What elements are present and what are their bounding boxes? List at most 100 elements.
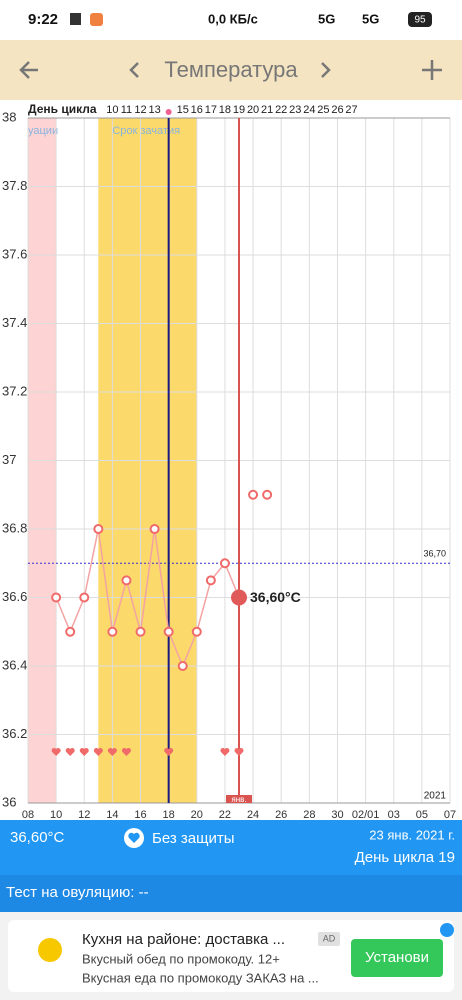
heart (107, 748, 117, 756)
temperature-point (219, 558, 230, 569)
cycle-row-label: День цикла (28, 102, 97, 116)
signal-label: 5G (318, 11, 335, 26)
header (0, 40, 462, 100)
year-label: 2021 (424, 791, 447, 802)
temperature-point (121, 575, 132, 586)
x-tick-label: 16 (134, 809, 146, 821)
x-tick-label: 10 (50, 809, 62, 821)
cycle-day: 12 (134, 104, 146, 116)
cycle-day: 21 (261, 104, 273, 116)
summary-cycle-day: День цикла 19 (355, 849, 455, 866)
cycle-day: 13 (148, 104, 160, 116)
x-tick-label: 18 (163, 809, 175, 821)
ovulation-dot (165, 109, 172, 115)
x-tick-label: 28 (303, 809, 315, 821)
heart (65, 748, 75, 756)
ad-badge-text: AD (323, 933, 336, 943)
x-tick-label: 07 (444, 809, 456, 821)
summary-date: 23 янв. 2021 г. (369, 827, 455, 842)
temperature-point (149, 524, 160, 534)
band-label: Срок зачатия (112, 125, 180, 137)
heart (79, 748, 89, 756)
heart-icon (128, 832, 140, 843)
ad-info[interactable] (440, 923, 454, 937)
x-tick-label: 26 (275, 809, 287, 821)
y-tick-label: 37 (2, 452, 16, 467)
temperature-point (262, 489, 273, 500)
y-tick-label: 37.8 (2, 178, 27, 193)
x-tick-label: 05 (416, 809, 428, 821)
x-tick-label: 22 (219, 809, 231, 821)
temperature-line (55, 528, 240, 668)
selected-point (231, 589, 247, 606)
ad-title: Кухня на районе: доставка ... (82, 931, 285, 948)
back-button[interactable] (19, 61, 38, 79)
cycle-day: 11 (121, 104, 132, 116)
summary-temperature: 36,60°C (10, 829, 65, 846)
battery (408, 12, 432, 27)
heart (51, 748, 61, 756)
cycle-day: 24 (303, 104, 315, 116)
x-tick-label: 24 (247, 809, 259, 821)
ad-card[interactable] (8, 920, 454, 992)
cycle-day: 25 (317, 104, 329, 116)
network-speed: 0,0 КБ/с (208, 11, 258, 26)
marker-tag (226, 795, 252, 803)
ovulation-test[interactable]: Тест на овуляцию: -- (6, 884, 149, 901)
temperature-point (205, 575, 216, 586)
temperature-point (65, 626, 76, 637)
cycle-day: 23 (289, 104, 301, 116)
temperature-point (177, 661, 188, 671)
temperature-point (79, 592, 90, 603)
y-tick-label: 37.6 (2, 246, 27, 261)
temperature-point (163, 626, 174, 637)
ad-badge (318, 932, 340, 946)
cycle-day: 19 (233, 104, 245, 116)
next-button[interactable] (321, 62, 331, 78)
summary-bar (0, 820, 462, 875)
ad-button[interactable] (351, 939, 443, 977)
ad-button-text[interactable]: Установи (365, 949, 429, 966)
header-title: Температура (164, 57, 298, 82)
status-icon (90, 13, 103, 26)
temperature-point (93, 524, 104, 534)
y-tick-label: 37.2 (2, 383, 27, 398)
ad-line: Вкусный обед по промокоду. 12+ (82, 951, 280, 966)
x-tick-label: 12 (78, 809, 90, 821)
temperature-point (51, 592, 62, 603)
y-tick-label: 36 (2, 794, 16, 809)
cycle-day: 20 (247, 104, 259, 116)
x-tick-label: 08 (22, 809, 34, 821)
x-tick-label: 20 (191, 809, 203, 821)
x-tick-label: 14 (106, 809, 118, 821)
x-tick-label: 02/01 (352, 809, 380, 821)
chart: уации Срок зачатия 36 36.2 36.4 36.6 36.8 37 37.… (2, 102, 456, 821)
status-time: 9:22 (28, 11, 58, 28)
temperature-point (107, 626, 118, 637)
y-tick-label: 37.4 (2, 315, 27, 330)
add-button[interactable] (422, 60, 442, 80)
y-tick-label: 36.8 (2, 520, 27, 535)
cycle-day: 10 (106, 104, 118, 116)
heart (164, 748, 174, 756)
temperature-point (191, 626, 202, 637)
ovulation-bar (0, 875, 462, 912)
x-tick-label: 03 (388, 809, 400, 821)
temperature-point (135, 626, 146, 637)
y-tick-label: 36.6 (2, 589, 27, 604)
heart (93, 748, 103, 756)
ad-line: Вкусная еда по промокоду ЗАКАЗ на ... (82, 970, 319, 985)
marker-label: янв. (231, 795, 246, 804)
band-label: уации (28, 125, 58, 137)
temperature-point (248, 489, 259, 500)
heart (234, 748, 244, 756)
y-tick-label: 36.2 (2, 726, 27, 741)
cycle-day: 26 (331, 104, 343, 116)
cycle-day: 27 (345, 104, 357, 116)
y-tick-label: 36.4 (2, 657, 27, 672)
battery-level: 95 (414, 15, 426, 26)
selected-label: 36,60°C (250, 589, 301, 605)
summary-protection: Без защиты (152, 830, 235, 847)
prev-button[interactable] (129, 62, 139, 78)
